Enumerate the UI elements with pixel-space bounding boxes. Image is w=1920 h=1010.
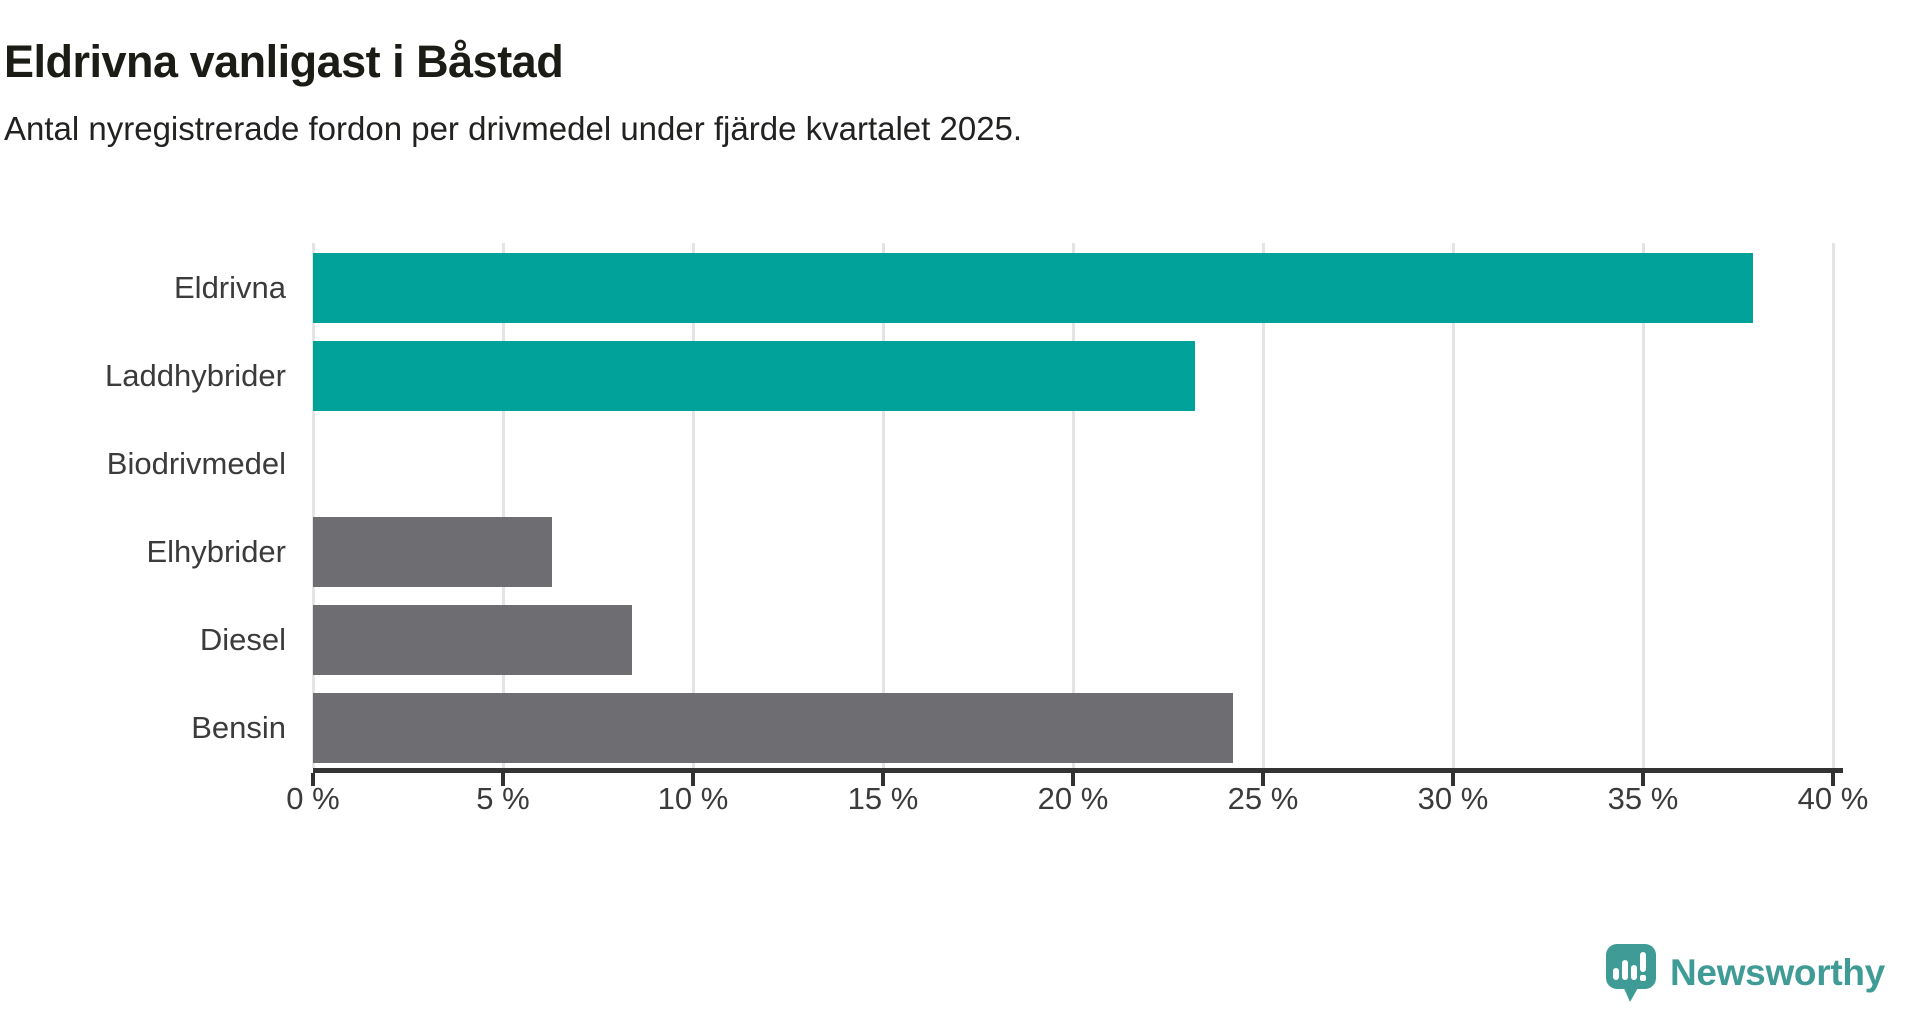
gridline (1261, 243, 1265, 768)
bar-elhybrider (313, 517, 553, 587)
category-label-eldrivna: Eldrivna (174, 270, 286, 305)
x-axis-tick-label: 40 % (1797, 781, 1869, 816)
x-axis-tick-label: 35 % (1607, 781, 1679, 816)
x-axis-line (313, 768, 1843, 773)
chart-title: Eldrivna vanligast i Båstad (4, 36, 564, 88)
bar-laddhybrider (313, 341, 1195, 411)
x-axis-tick-label: 5 % (476, 781, 530, 816)
category-label-diesel: Diesel (199, 622, 286, 657)
x-axis-tick (501, 773, 505, 786)
chart-subtitle: Antal nyregistrerade fordon per drivmede… (4, 110, 1023, 147)
gridline (691, 243, 695, 768)
x-axis-tick (881, 773, 885, 786)
x-axis-tick (1451, 773, 1455, 786)
x-axis-tick (1831, 773, 1835, 786)
gridline (881, 243, 885, 768)
x-axis-tick (1261, 773, 1265, 786)
x-axis-tick-label: 20 % (1037, 781, 1109, 816)
gridline (1831, 243, 1835, 768)
category-label-bensin: Bensin (191, 710, 286, 745)
category-label-elhybrider: Elhybrider (146, 534, 286, 569)
gridline (1641, 243, 1645, 768)
x-axis-tick-label: 15 % (847, 781, 919, 816)
gridline (1071, 243, 1075, 768)
newsworthy-logo: Newsworthy (1606, 944, 1885, 1002)
x-axis-tick (691, 773, 695, 786)
category-label-laddhybrider: Laddhybrider (105, 358, 286, 393)
x-axis-tick-label: 30 % (1417, 781, 1489, 816)
x-axis-tick (311, 773, 315, 786)
brand-name: Newsworthy (1670, 952, 1885, 993)
bar-bensin (313, 693, 1233, 763)
gridline (501, 243, 505, 768)
newsworthy-bar-chart-bubble-icon (1606, 944, 1656, 1002)
bar-eldrivna (313, 253, 1754, 323)
x-axis-tick-label: 10 % (657, 781, 729, 816)
x-axis-tick (1641, 773, 1645, 786)
x-axis-tick-label: 0 % (286, 781, 340, 816)
gridline (1451, 243, 1455, 768)
x-axis-tick-label: 25 % (1227, 781, 1299, 816)
category-label-biodrivmedel: Biodrivmedel (106, 446, 286, 481)
x-axis-tick (1071, 773, 1075, 786)
bar-diesel (313, 605, 633, 675)
gridline (311, 243, 315, 768)
plot-area (311, 243, 1835, 768)
